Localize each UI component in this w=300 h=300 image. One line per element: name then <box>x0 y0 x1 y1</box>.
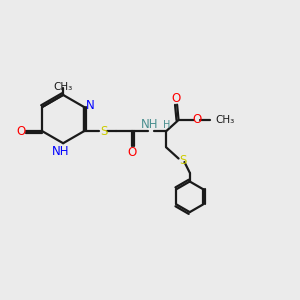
Text: N: N <box>86 99 95 112</box>
Text: O: O <box>193 113 202 127</box>
Text: S: S <box>100 125 107 138</box>
Text: S: S <box>179 154 186 166</box>
Text: NH: NH <box>141 118 158 131</box>
Text: CH₃: CH₃ <box>215 115 234 125</box>
Text: O: O <box>171 92 180 105</box>
Text: NH: NH <box>52 145 70 158</box>
Text: H: H <box>163 120 170 130</box>
Text: O: O <box>127 146 136 159</box>
Text: CH₃: CH₃ <box>53 82 73 92</box>
Text: O: O <box>16 125 26 138</box>
